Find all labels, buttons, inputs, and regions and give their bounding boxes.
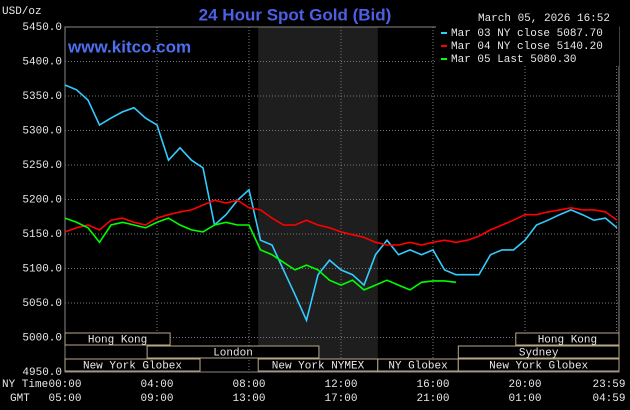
legend-box [436,26,619,66]
x-tick-label-gmt: 13:00 [232,393,265,405]
y-tick-label: 5100.0 [22,263,62,275]
x-tick-label-gmt: 01:00 [508,393,541,405]
y-tick-label: 5350.0 [22,91,62,103]
y-tick-label: 5200.0 [22,194,62,206]
plot-frame [64,26,620,373]
legend-label: Mar 05 Last 5080.30 [451,54,576,66]
session-label: Sydney [519,347,559,359]
session-bar [64,332,171,346]
x-row-label: NY Time [2,379,48,391]
y-tick-label: 5400.0 [22,56,62,68]
x-tick-label-gmt: 17:00 [324,393,357,405]
y-tick-label: 5450.0 [22,22,62,34]
watermark: www.kitco.com [67,37,191,56]
y-tick-label: 5050.0 [22,298,62,310]
x-tick-label-gmt: 04:59 [592,393,625,405]
session-label: New York Globex [489,360,588,372]
x-row-label: GMT [10,393,30,405]
x-tick-label: 12:00 [324,379,357,391]
x-tick-label-gmt: 05:00 [48,393,81,405]
x-tick-label: 16:00 [416,379,449,391]
session-label: NY Globex [388,360,448,372]
series-line [64,217,457,291]
legend-label: Mar 04 NY close 5140.20 [451,41,603,53]
y-tick-label: 5150.0 [22,229,62,241]
y-axis-label: USD/oz [2,6,42,18]
session-bar [457,358,620,372]
x-tick-label-gmt: 21:00 [416,393,449,405]
y-tick-label: 5000.0 [22,332,62,344]
session-bar [515,332,620,346]
session-label: New York Globex [83,360,182,372]
session-label: New York NYMEX [272,360,365,372]
x-tick-label: 00:00 [48,379,81,391]
legend-label: Mar 03 NY close 5087.70 [451,28,603,40]
timestamp: March 05, 2026 16:52 [478,13,610,25]
session-bar [146,345,320,359]
x-tick-label: 08:00 [232,379,265,391]
session-bar [457,345,620,359]
session-label: Hong Kong [538,334,597,346]
y-tick-label: 4950.0 [22,367,62,379]
session-label: Hong Kong [88,334,147,346]
x-tick-label-gmt: 09:00 [140,393,173,405]
x-tick-label: 23:59 [592,379,625,391]
session-bar [64,358,201,372]
x-tick-label: 04:00 [140,379,173,391]
x-tick-label: 20:00 [508,379,541,391]
chart-title: 24 Hour Spot Gold (Bid) [199,5,392,24]
y-tick-label: 5250.0 [22,160,62,172]
series-line [64,199,618,246]
y-tick-label: 5300.0 [22,125,62,137]
session-label: London [213,347,253,359]
series-line [64,84,618,323]
